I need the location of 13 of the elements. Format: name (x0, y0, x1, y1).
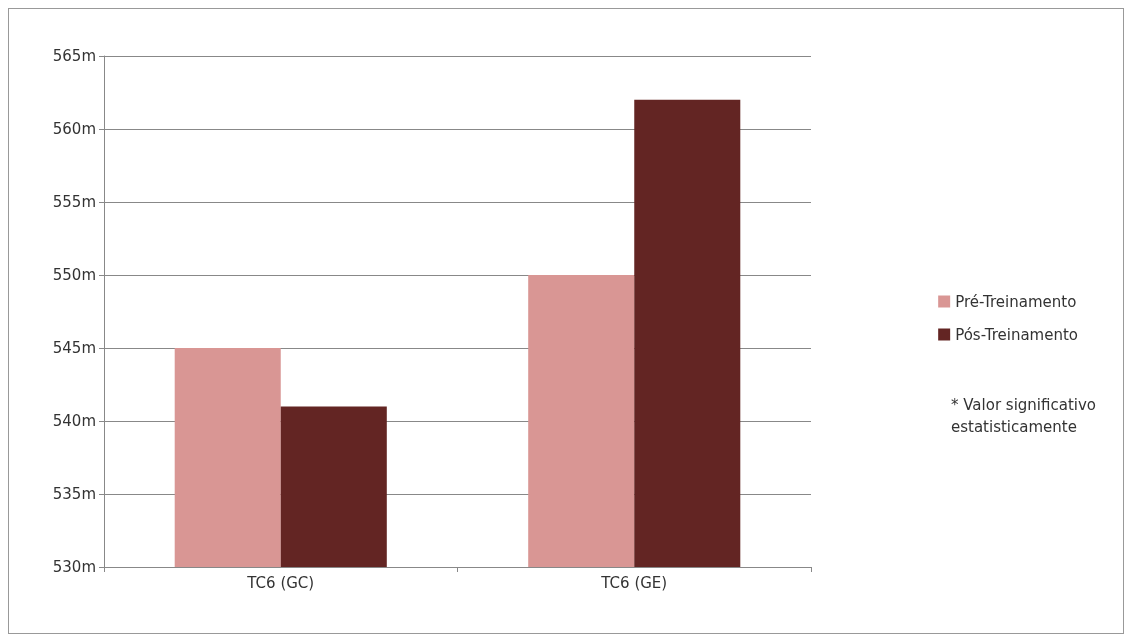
x-tick-label: TC6 (GE) (600, 573, 668, 592)
y-tick-label: 555m (52, 193, 96, 211)
y-tick-label: 560m (52, 120, 96, 138)
y-tick-label: 535m (52, 485, 96, 503)
text: * Valor significativo estatisticamente (951, 396, 1101, 436)
legend-label: Pós-Treinamento (955, 325, 1079, 344)
legend-label: Pré-Treinamento (955, 292, 1077, 311)
x-tick-label: TC6 (GC) (246, 573, 315, 592)
y-tick-label: 545m (52, 339, 96, 357)
y-tick-label: 565m (52, 47, 96, 65)
y-tick-label: 530m (52, 558, 96, 576)
y-tick-label: 550m (52, 266, 96, 284)
y-tick-label: 540m (52, 412, 96, 430)
